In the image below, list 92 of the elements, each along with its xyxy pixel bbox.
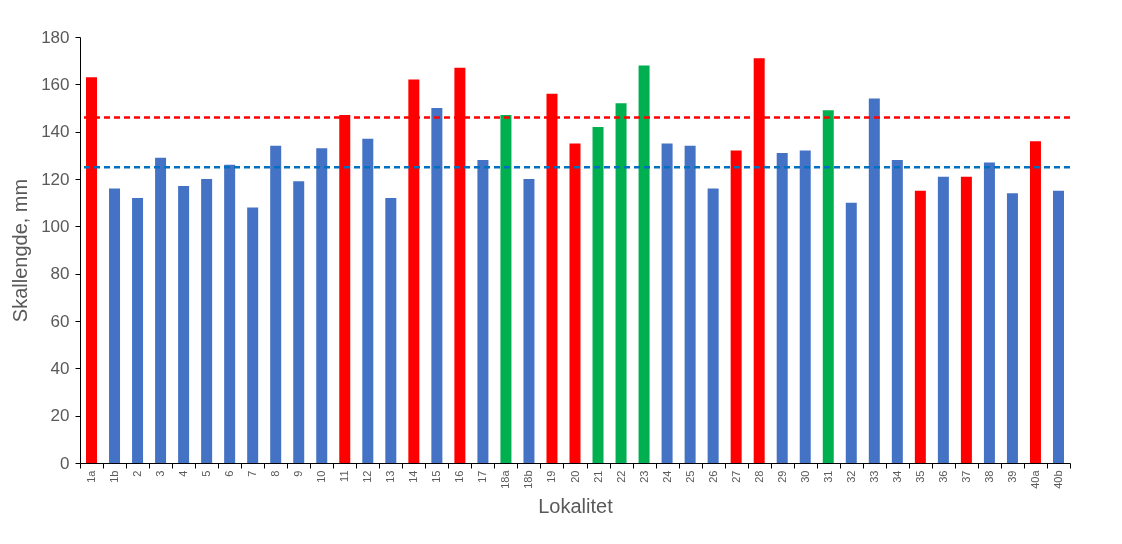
x-tick-label: 19: [545, 470, 558, 483]
x-tick-label: 8: [269, 470, 282, 477]
bar: [592, 126, 604, 463]
x-tick-label: 15: [430, 470, 443, 483]
x-tick-label: 30: [798, 470, 811, 483]
bar: [178, 186, 190, 463]
bar: [132, 197, 144, 463]
bar: [615, 103, 627, 463]
bar: [937, 176, 949, 463]
x-tick-label: 5: [200, 470, 213, 477]
y-tick-label: 180: [41, 27, 70, 47]
bar: [201, 179, 213, 463]
bar: [1029, 141, 1041, 463]
bar: [362, 138, 374, 463]
x-tick-label: 32: [844, 470, 857, 483]
x-tick-label: 24: [660, 470, 673, 483]
x-tick-label: 11: [338, 470, 351, 482]
bar: [224, 164, 236, 463]
bar: [109, 188, 121, 463]
x-tick-label: 39: [1005, 470, 1018, 483]
x-tick-label: 3: [154, 470, 167, 477]
x-axis-title: Lokalitet: [538, 494, 614, 517]
bar: [155, 157, 167, 463]
x-tick-label: 38: [982, 470, 995, 483]
bar: [822, 110, 834, 463]
bar: [868, 98, 880, 463]
x-tick-label: 10: [315, 470, 328, 483]
x-tick-label: 6: [223, 470, 236, 477]
y-tick-label: 160: [41, 74, 70, 94]
bar: [316, 148, 328, 463]
bar: [523, 179, 535, 463]
x-tick-label: 14: [407, 470, 420, 483]
y-tick-label: 100: [41, 216, 70, 236]
y-tick-label: 80: [50, 264, 70, 284]
x-tick-label: 29: [775, 470, 788, 483]
bar: [247, 207, 259, 463]
x-tick-label: 21: [591, 470, 604, 483]
x-tick-label: 35: [913, 470, 926, 483]
x-tick-label: 31: [821, 470, 834, 483]
x-tick-label: 40b: [1051, 470, 1064, 489]
x-tick-label: 12: [361, 470, 374, 483]
bar: [431, 108, 443, 463]
bar: [845, 202, 857, 463]
x-tick-label: 36: [936, 470, 949, 483]
y-tick-label: 120: [41, 169, 70, 189]
bar: [638, 65, 650, 463]
x-tick-label: 16: [453, 470, 466, 483]
x-tick-label: 9: [292, 470, 305, 477]
bar: [891, 160, 903, 463]
bar: [1052, 190, 1064, 463]
y-tick-label: 20: [50, 406, 70, 426]
x-tick-label: 33: [867, 470, 880, 483]
x-tick-label: 13: [384, 470, 397, 483]
x-tick-label: 25: [683, 470, 696, 483]
bar: [569, 143, 581, 463]
bar: [684, 145, 696, 463]
bar: [661, 143, 673, 463]
x-tick-label: 22: [614, 470, 627, 483]
x-tick-label: 20: [568, 470, 581, 483]
bar: [385, 197, 397, 463]
x-tick-label: 18b: [522, 470, 535, 489]
bar: [914, 190, 926, 463]
bar: [776, 152, 788, 463]
x-tick-label: 4: [177, 470, 190, 477]
bar: [730, 150, 742, 463]
x-tick-label: 7: [246, 470, 259, 477]
y-tick-label: 60: [50, 311, 70, 331]
x-tick-label: 37: [959, 470, 972, 483]
x-tick-label: 17: [476, 470, 489, 483]
bar: [707, 188, 719, 463]
bar: [799, 150, 811, 463]
x-tick-label: 1b: [108, 470, 121, 483]
bar: [1006, 193, 1018, 463]
x-tick-label: 27: [729, 470, 742, 483]
bar: [960, 176, 972, 463]
x-tick-label: 23: [637, 470, 650, 483]
bar: [293, 181, 305, 463]
y-tick-label: 0: [60, 453, 70, 473]
y-tick-label: 140: [41, 122, 70, 142]
x-tick-label: 18a: [499, 469, 512, 489]
bar: [983, 162, 995, 463]
x-tick-label: 40a: [1028, 469, 1041, 489]
y-tick-label: 40: [50, 358, 70, 378]
x-tick-label: 34: [890, 470, 903, 483]
x-tick-label: 26: [706, 470, 719, 483]
x-tick-label: 2: [131, 470, 144, 477]
bar: [477, 160, 489, 463]
x-tick-label: 28: [752, 470, 765, 483]
bar: [500, 115, 512, 463]
bar: [270, 145, 282, 463]
y-axis-title: Skallengde, mm: [9, 178, 32, 323]
x-tick-label: 1a: [85, 469, 98, 483]
